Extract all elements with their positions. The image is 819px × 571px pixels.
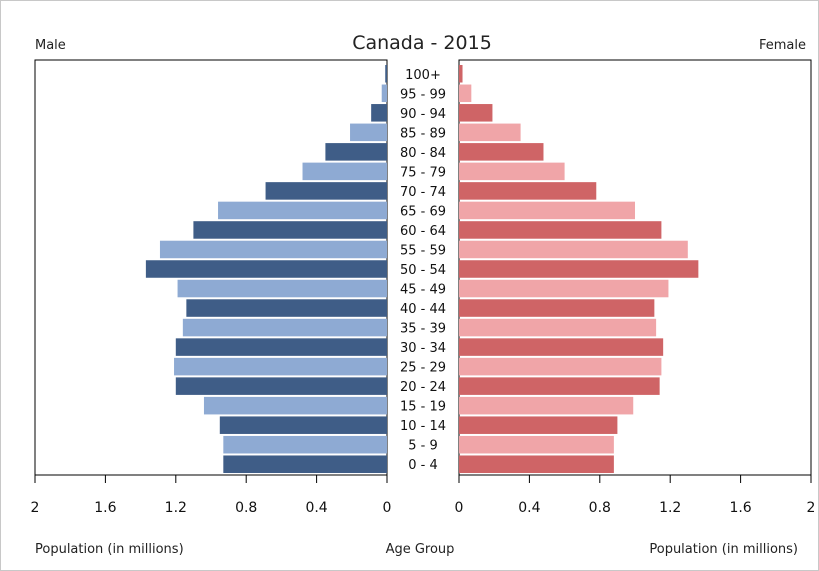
age-group-label-4: 80 - 84 (400, 146, 446, 161)
female-tick-label-4: 1.6 (729, 500, 751, 516)
female-bar-14 (459, 338, 664, 356)
age-group-label-15: 25 - 29 (400, 361, 446, 376)
female-bar-7 (459, 201, 635, 220)
female-bar-1 (459, 84, 472, 103)
age-group-axis-label: Age Group (386, 542, 455, 557)
age-group-label-3: 85 - 89 (400, 126, 446, 141)
age-group-label-12: 40 - 44 (400, 302, 446, 317)
male-bar-20 (223, 455, 387, 473)
age-group-label-13: 35 - 39 (400, 322, 446, 337)
male-bar-11 (177, 279, 387, 298)
female-bar-10 (459, 260, 699, 278)
female-tick-label-3: 1.2 (659, 500, 681, 516)
male-tick-label-3: 0.8 (235, 500, 257, 516)
age-group-label-18: 10 - 14 (400, 419, 446, 434)
female-bar-18 (459, 416, 618, 434)
female-bar-2 (459, 104, 493, 122)
male-bar-13 (182, 318, 387, 337)
chart-title: Canada - 2015 (352, 32, 492, 54)
female-bar-20 (459, 455, 614, 473)
male-bar-10 (145, 260, 387, 278)
male-bar-0 (385, 65, 387, 83)
female-tick-label-5: 2 (807, 500, 816, 516)
male-label: Male (35, 38, 66, 53)
female-bar-6 (459, 182, 597, 200)
male-tick-label-4: 0.4 (305, 500, 327, 516)
male-bar-9 (159, 240, 387, 259)
age-group-label-8: 60 - 64 (400, 224, 446, 239)
age-group-label-2: 90 - 94 (400, 107, 446, 122)
female-bar-19 (459, 435, 614, 454)
male-bar-18 (219, 416, 387, 434)
female-bar-12 (459, 299, 655, 317)
female-bar-13 (459, 318, 657, 337)
female-bar-17 (459, 396, 634, 415)
male-bar-19 (223, 435, 387, 454)
female-bar-0 (459, 65, 463, 83)
female-tick-label-2: 0.8 (589, 500, 611, 516)
male-bar-6 (265, 182, 387, 200)
female-bar-16 (459, 377, 660, 395)
male-bar-5 (302, 162, 387, 181)
female-axis-label: Population (in millions) (649, 542, 798, 557)
age-group-label-1: 95 - 99 (400, 87, 446, 102)
male-bar-2 (371, 104, 387, 122)
female-bar-8 (459, 221, 662, 239)
female-bar-15 (459, 357, 662, 376)
age-group-label-10: 50 - 54 (400, 263, 446, 278)
age-group-label-16: 20 - 24 (400, 380, 446, 395)
age-group-label-20: 0 - 4 (408, 458, 438, 473)
female-tick-label-1: 0.4 (518, 500, 540, 516)
age-group-label-5: 75 - 79 (400, 165, 446, 180)
female-tick-label-0: 0 (455, 500, 464, 516)
male-bar-14 (175, 338, 387, 356)
male-tick-label-1: 1.6 (94, 500, 116, 516)
female-bar-5 (459, 162, 565, 181)
male-bar-15 (174, 357, 387, 376)
male-bar-1 (381, 84, 387, 103)
male-bar-8 (193, 221, 387, 239)
age-group-label-6: 70 - 74 (400, 185, 446, 200)
female-bar-11 (459, 279, 669, 298)
female-bar-9 (459, 240, 688, 259)
age-group-label-7: 65 - 69 (400, 204, 446, 219)
male-bar-3 (350, 123, 387, 142)
male-tick-label-2: 1.2 (165, 500, 187, 516)
male-tick-label-5: 0 (383, 500, 392, 516)
male-bar-12 (186, 299, 387, 317)
female-label: Female (759, 38, 806, 53)
male-tick-label-0: 2 (31, 500, 40, 516)
male-axis-label: Population (in millions) (35, 542, 184, 557)
female-bar-3 (459, 123, 521, 142)
age-group-label-9: 55 - 59 (400, 243, 446, 258)
age-group-label-0: 100+ (405, 68, 441, 83)
male-bar-4 (325, 143, 387, 161)
age-group-label-11: 45 - 49 (400, 283, 446, 298)
male-bar-7 (218, 201, 387, 220)
age-group-label-19: 5 - 9 (408, 439, 438, 454)
age-group-label-14: 30 - 34 (400, 341, 446, 356)
age-group-label-17: 15 - 19 (400, 400, 446, 415)
male-bar-16 (175, 377, 387, 395)
male-bar-17 (203, 396, 387, 415)
female-bar-4 (459, 143, 544, 161)
